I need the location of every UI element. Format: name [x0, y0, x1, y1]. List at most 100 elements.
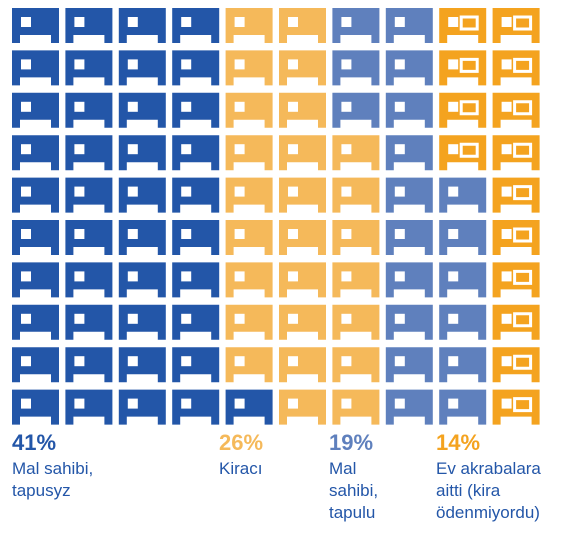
waffle-cell-solid	[385, 50, 433, 86]
legend-label: Ev akrabalara aitti (kira ödenmiyordu)	[436, 459, 541, 522]
waffle-cell-solid	[225, 8, 273, 43]
waffle-cell-solid	[12, 304, 59, 340]
waffle-cell-outline	[492, 8, 540, 43]
waffle-cell-solid	[12, 135, 59, 171]
waffle-cell-outline	[439, 8, 487, 43]
waffle-cell-solid	[225, 304, 273, 340]
waffle-cell-outline	[439, 92, 487, 128]
waffle-cell-solid	[439, 347, 487, 383]
waffle-cell-solid	[172, 177, 220, 213]
waffle-cell-solid	[385, 347, 433, 383]
waffle-cell-solid	[118, 347, 166, 383]
waffle-cell-solid	[118, 8, 166, 43]
waffle-cell-solid	[225, 262, 273, 298]
waffle-cell-solid	[172, 220, 220, 255]
waffle-cell-solid	[65, 177, 113, 213]
waffle-cell-solid	[65, 220, 113, 255]
waffle-cell-solid	[172, 347, 220, 383]
waffle-cell-solid	[118, 50, 166, 86]
waffle-cell-solid	[65, 50, 113, 86]
waffle-cell-solid	[439, 304, 487, 340]
waffle-cell-solid	[332, 304, 380, 340]
waffle-cell-solid	[225, 50, 273, 86]
waffle-cell-solid	[12, 389, 59, 425]
legend-item-owner-with-deed: 19% Mal sahibi, tapulu	[329, 430, 378, 524]
waffle-cell-solid	[279, 92, 326, 128]
waffle-cell-solid	[385, 389, 433, 425]
waffle-chart	[12, 8, 540, 425]
waffle-cell-solid	[172, 389, 220, 425]
waffle-cell-solid	[279, 135, 326, 171]
waffle-cell-solid	[385, 177, 433, 213]
waffle-cell-solid	[12, 50, 59, 86]
waffle-cell-solid	[65, 347, 113, 383]
waffle-cell-solid	[172, 304, 220, 340]
legend-label: Kiracı	[219, 459, 263, 478]
waffle-cell-solid	[385, 8, 433, 43]
waffle-cell-solid	[118, 262, 166, 298]
waffle-cell-solid	[65, 389, 113, 425]
waffle-cell-solid	[279, 220, 326, 255]
waffle-cell-solid	[279, 177, 326, 213]
waffle-cell-solid	[385, 262, 433, 298]
waffle-cell-outline	[492, 262, 540, 298]
waffle-cell-solid	[172, 8, 220, 43]
waffle-cell-outline	[492, 389, 540, 425]
waffle-cell-solid	[118, 135, 166, 171]
waffle-cell-solid	[65, 304, 113, 340]
waffle-cell-outline	[439, 135, 487, 171]
waffle-cell-solid	[439, 262, 487, 298]
waffle-cell-solid	[332, 92, 380, 128]
waffle-cell-solid	[332, 389, 380, 425]
waffle-cell-solid	[279, 8, 326, 43]
waffle-cell-solid	[332, 177, 380, 213]
legend-value: 41%	[12, 430, 57, 455]
waffle-cell-solid	[385, 304, 433, 340]
waffle-cell-solid	[439, 220, 487, 255]
waffle-cell-solid	[118, 304, 166, 340]
waffle-cell-solid	[385, 135, 433, 171]
waffle-cell-solid	[12, 8, 59, 43]
waffle-cell-solid	[118, 220, 166, 255]
waffle-cell-solid	[439, 177, 487, 213]
legend-value: 26%	[219, 430, 264, 455]
waffle-cell-solid	[12, 262, 59, 298]
waffle-cell-outline	[492, 92, 540, 128]
waffle-cell-solid	[172, 92, 220, 128]
waffle-cell-solid	[118, 92, 166, 128]
legend-item-owner-no-deed: 41% Mal sahibi, tapusyz	[12, 430, 93, 502]
waffle-cell-solid	[12, 177, 59, 213]
waffle-cell-outline	[492, 304, 540, 340]
waffle-cell-solid	[439, 389, 487, 425]
legend-label: Mal sahibi, tapulu	[329, 459, 379, 522]
legend-label: Mal sahibi, tapusyz	[12, 459, 94, 500]
waffle-cell-solid	[332, 135, 380, 171]
waffle-cell-solid	[279, 347, 326, 383]
waffle-cell-solid	[118, 389, 166, 425]
waffle-cell-outline	[439, 50, 487, 86]
waffle-cell-solid	[225, 177, 273, 213]
waffle-cell-solid	[12, 220, 59, 255]
waffle-cell-solid	[225, 135, 273, 171]
waffle-cell-solid	[279, 304, 326, 340]
waffle-cell-solid	[332, 262, 380, 298]
waffle-cell-outline	[492, 177, 540, 213]
waffle-cell-solid	[225, 92, 273, 128]
legend-item-tenant: 26% Kiracı	[219, 430, 263, 480]
legend-item-relatives-house: 14% Ev akrabalara aitti (kira ödenmiyord…	[436, 430, 541, 524]
waffle-cell-solid	[332, 8, 380, 43]
waffle-cell-solid	[385, 92, 433, 128]
waffle-cell-solid	[385, 220, 433, 255]
waffle-cell-solid	[279, 389, 326, 425]
waffle-cell-solid	[12, 92, 59, 128]
waffle-cell-solid	[12, 347, 59, 383]
waffle-cell-solid	[225, 220, 273, 255]
waffle-cell-solid	[118, 177, 166, 213]
waffle-cell-solid	[225, 347, 273, 383]
legend-value: 19%	[329, 430, 374, 455]
waffle-cell-solid	[172, 135, 220, 171]
waffle-cell-solid	[172, 50, 220, 86]
waffle-cell-solid	[65, 92, 113, 128]
waffle-cell-outline	[492, 220, 540, 255]
waffle-cell-solid	[332, 50, 380, 86]
